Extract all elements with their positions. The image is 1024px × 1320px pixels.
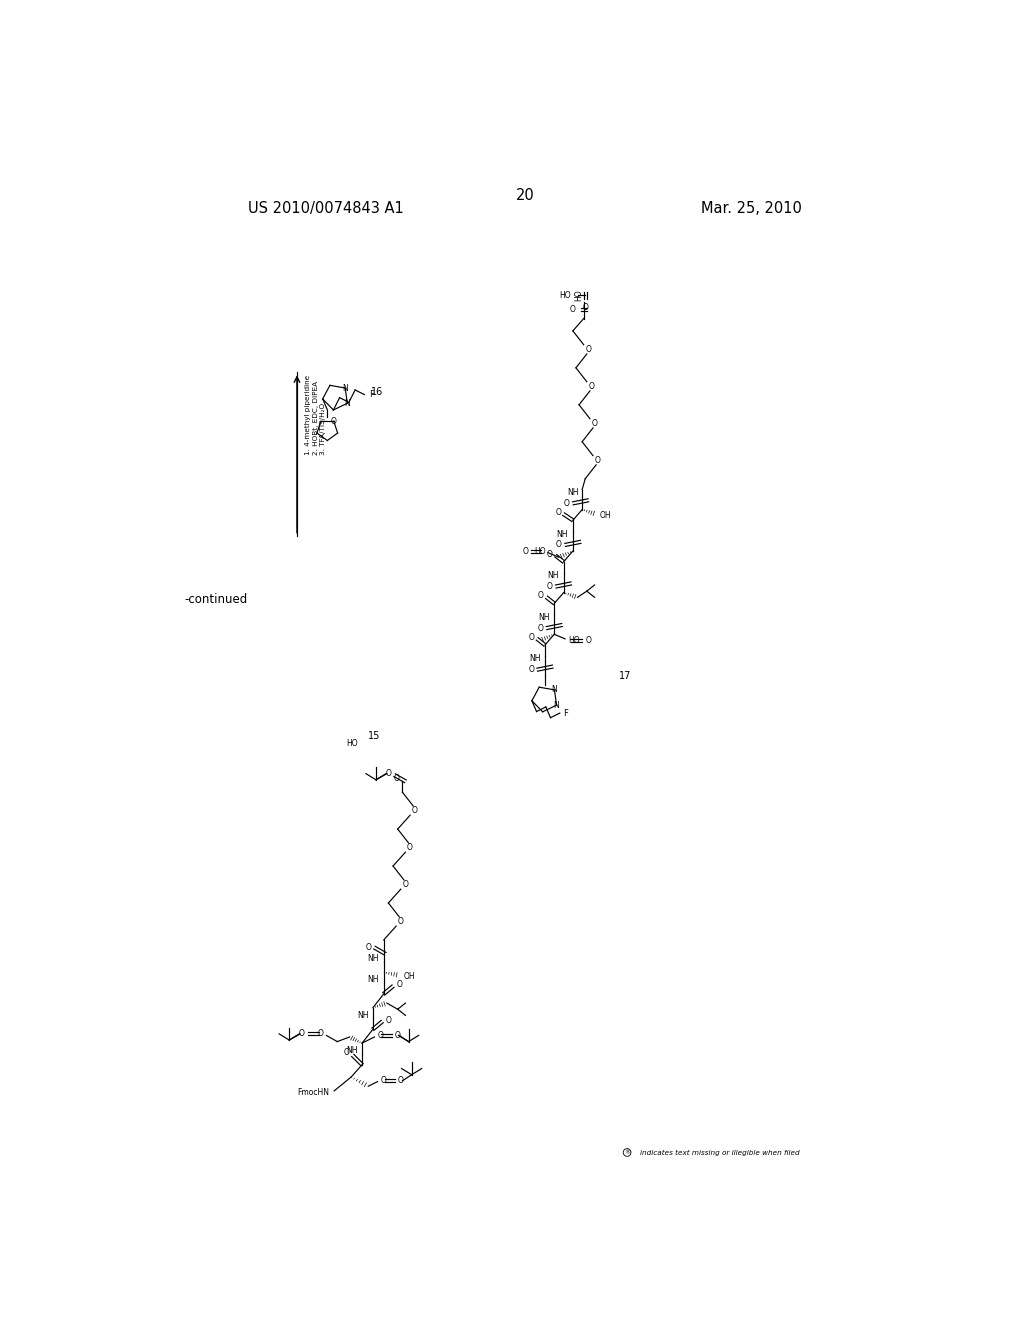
Text: 15: 15 bbox=[369, 731, 381, 741]
Text: O: O bbox=[402, 880, 409, 888]
Text: -continued: -continued bbox=[184, 593, 248, 606]
Text: O: O bbox=[331, 417, 337, 425]
Text: O: O bbox=[396, 981, 402, 989]
Text: NH: NH bbox=[346, 1047, 357, 1055]
Text: O: O bbox=[583, 304, 588, 312]
Text: O: O bbox=[586, 636, 591, 645]
Text: HO: HO bbox=[560, 290, 571, 300]
Text: O: O bbox=[547, 582, 553, 591]
Text: N: N bbox=[554, 701, 559, 710]
Text: HO: HO bbox=[346, 739, 358, 748]
Text: N: N bbox=[344, 399, 350, 408]
Text: O: O bbox=[556, 508, 562, 517]
Text: O: O bbox=[366, 944, 372, 952]
Text: HO: HO bbox=[535, 548, 546, 556]
Text: O: O bbox=[538, 591, 544, 601]
Text: OH: OH bbox=[599, 511, 611, 520]
Text: O: O bbox=[385, 1015, 391, 1024]
Text: O: O bbox=[299, 1030, 305, 1039]
Text: 2. HOBt, EDC, DIPEA: 2. HOBt, EDC, DIPEA bbox=[312, 380, 318, 455]
Text: O: O bbox=[595, 455, 600, 465]
Text: O: O bbox=[397, 1076, 403, 1085]
Text: NH: NH bbox=[528, 655, 541, 664]
Text: 17: 17 bbox=[618, 671, 631, 681]
Text: O: O bbox=[528, 665, 535, 675]
Text: O: O bbox=[538, 623, 544, 632]
Text: O: O bbox=[381, 1076, 386, 1085]
Text: O: O bbox=[394, 1031, 400, 1040]
Text: O: O bbox=[386, 770, 391, 777]
Text: O: O bbox=[407, 843, 413, 851]
Text: NH: NH bbox=[356, 1011, 369, 1020]
Text: O: O bbox=[547, 549, 553, 558]
Text: O: O bbox=[528, 632, 535, 642]
Text: O: O bbox=[378, 1031, 383, 1040]
Text: US 2010/0074843 A1: US 2010/0074843 A1 bbox=[248, 201, 403, 216]
Text: Mar. 25, 2010: Mar. 25, 2010 bbox=[701, 201, 802, 216]
Text: O: O bbox=[523, 548, 528, 556]
Text: ®: ® bbox=[624, 1150, 630, 1155]
Text: O: O bbox=[592, 418, 597, 428]
Text: 16: 16 bbox=[371, 387, 383, 397]
Text: O: O bbox=[570, 305, 575, 314]
Text: NH: NH bbox=[557, 529, 568, 539]
Text: O: O bbox=[564, 499, 569, 508]
Text: F: F bbox=[563, 709, 567, 718]
Text: OH: OH bbox=[403, 973, 416, 981]
Text: HO: HO bbox=[568, 636, 580, 645]
Text: N: N bbox=[552, 685, 557, 694]
Text: O: O bbox=[556, 540, 562, 549]
Text: O: O bbox=[344, 1048, 349, 1057]
Text: NH: NH bbox=[567, 488, 579, 498]
Text: HO: HO bbox=[574, 289, 584, 301]
Text: NH: NH bbox=[548, 572, 559, 581]
Text: O: O bbox=[586, 345, 591, 354]
Text: NH: NH bbox=[368, 975, 379, 985]
Text: O: O bbox=[397, 917, 403, 925]
Text: F: F bbox=[369, 391, 374, 399]
Text: O: O bbox=[589, 381, 594, 391]
Text: N: N bbox=[342, 384, 348, 392]
Text: O: O bbox=[393, 774, 399, 783]
Text: 20: 20 bbox=[515, 187, 535, 203]
Text: NH: NH bbox=[368, 954, 379, 962]
Text: 3. TFA/TIS/H₂O: 3. TFA/TIS/H₂O bbox=[321, 403, 327, 455]
Text: O: O bbox=[412, 807, 418, 814]
Text: indicates text missing or illegible when filed: indicates text missing or illegible when… bbox=[640, 1150, 799, 1155]
Text: 1. 4-methyl piperidine: 1. 4-methyl piperidine bbox=[305, 375, 311, 455]
Text: FmocHN: FmocHN bbox=[298, 1088, 330, 1097]
Text: O: O bbox=[317, 1030, 324, 1039]
Text: NH: NH bbox=[538, 612, 550, 622]
